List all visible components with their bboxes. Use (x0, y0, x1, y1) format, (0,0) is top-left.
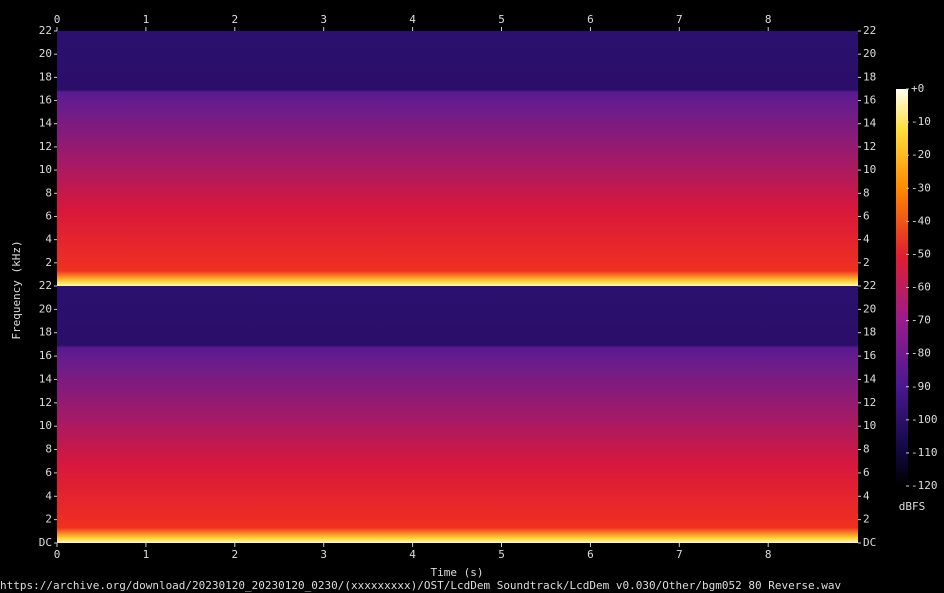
y-tick-label-right: 16 (863, 94, 876, 107)
x-tick-label-top: 1 (143, 13, 150, 26)
y-tick-label: 6 (45, 209, 52, 222)
y-tick-label-right: 8 (863, 443, 870, 456)
y-tick-label-right: 6 (863, 466, 870, 479)
x-tick-label: 0 (54, 548, 61, 561)
x-tick-label-top: 3 (320, 13, 327, 26)
y-tick-label: 22 (39, 279, 52, 292)
x-tick-label: 5 (498, 548, 505, 561)
colorbar-tick-label: -10 (911, 115, 931, 128)
y-tick-label: 12 (39, 396, 52, 409)
y-tick-label: 14 (39, 372, 53, 385)
colorbar-label: dBFS (899, 500, 926, 513)
y-tick-label-right: 2 (863, 256, 870, 269)
y-tick-label: 22 (39, 24, 52, 37)
colorbar-tick-label: -120 (911, 479, 938, 492)
y-tick-label-right: 8 (863, 186, 870, 199)
caption: https://archive.org/download/20230120_20… (0, 579, 841, 592)
y-tick-label: 20 (39, 302, 52, 315)
x-tick-label-top: 8 (765, 13, 772, 26)
y-axis-label: Frequency (kHz) (10, 240, 23, 339)
x-axis-label: Time (s) (431, 566, 484, 579)
y-tick-label: 8 (45, 186, 52, 199)
x-tick-label-top: 2 (231, 13, 238, 26)
colorbar-tick-label: -90 (911, 380, 931, 393)
y-tick-label-right: 18 (863, 70, 876, 83)
colorbar-tick-label: -30 (911, 181, 931, 194)
colorbar (896, 89, 908, 486)
y-tick-label: 20 (39, 47, 52, 60)
y-tick-label: 10 (39, 163, 52, 176)
y-tick-label: 18 (39, 70, 52, 83)
y-tick-label-right: 2 (863, 513, 870, 526)
colorbar-tick-label: -40 (911, 214, 931, 227)
colorbar-tick-label: -80 (911, 347, 931, 360)
y-tick-label-right: 10 (863, 419, 876, 432)
x-tick-label-top: 7 (676, 13, 683, 26)
x-tick-label: 8 (765, 548, 772, 561)
y-tick-label: 12 (39, 140, 52, 153)
y-tick-label-right: 16 (863, 349, 876, 362)
x-tick-label: 6 (587, 548, 594, 561)
y-tick-label-right: 14 (863, 117, 877, 130)
y-tick-label-right: 10 (863, 163, 876, 176)
y-tick-label: 16 (39, 94, 52, 107)
y-tick-label: 14 (39, 117, 53, 130)
y-tick-label-right: 6 (863, 209, 870, 222)
colorbar-tick-label: -100 (911, 413, 938, 426)
y-tick-label-right: 18 (863, 326, 876, 339)
y-tick-label-right: 20 (863, 302, 876, 315)
x-tick-label: 4 (409, 548, 416, 561)
y-tick-label-right: 22 (863, 24, 876, 37)
y-tick-label: 6 (45, 466, 52, 479)
x-tick-label: 2 (231, 548, 238, 561)
y-tick-label-right: 14 (863, 372, 877, 385)
y-tick-label-right: 12 (863, 140, 876, 153)
y-tick-label: 4 (45, 489, 52, 502)
colorbar-tick-label: +0 (911, 82, 924, 95)
x-tick-label-top: 5 (498, 13, 505, 26)
channel-2-image (57, 286, 858, 543)
x-tick-label: 3 (320, 548, 327, 561)
y-tick-label: 10 (39, 419, 52, 432)
x-tick-label: 1 (143, 548, 150, 561)
colorbar-tick-label: -110 (911, 446, 938, 459)
y-tick-label-right: 4 (863, 489, 870, 502)
y-tick-label-right: 12 (863, 396, 876, 409)
y-tick-label: DC (39, 536, 52, 549)
colorbar-tick-label: -70 (911, 314, 931, 327)
y-tick-label: 2 (45, 256, 52, 269)
x-tick-label-top: 6 (587, 13, 594, 26)
y-tick-label: 8 (45, 443, 52, 456)
y-tick-label-right: 4 (863, 233, 870, 246)
y-tick-label: 16 (39, 349, 52, 362)
y-tick-label-right: 22 (863, 279, 876, 292)
y-tick-label-right: 20 (863, 47, 876, 60)
channel-1-image (57, 31, 858, 286)
colorbar-tick-label: -20 (911, 148, 931, 161)
x-tick-label-top: 4 (409, 13, 416, 26)
y-tick-label: 2 (45, 513, 52, 526)
x-tick-label: 7 (676, 548, 683, 561)
y-tick-label: 18 (39, 326, 52, 339)
colorbar-tick-label: -60 (911, 281, 931, 294)
y-tick-label: 4 (45, 233, 52, 246)
x-tick-label-top: 0 (54, 13, 61, 26)
y-tick-label-right: DC (863, 536, 876, 549)
colorbar-tick-label: -50 (911, 247, 931, 260)
